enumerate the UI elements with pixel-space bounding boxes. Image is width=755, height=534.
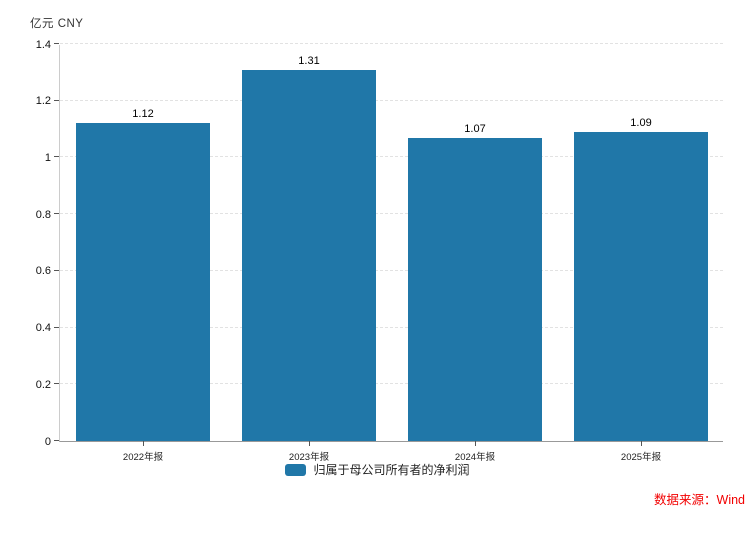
- y-axis-tick-mark: [54, 156, 59, 158]
- gridline: [60, 326, 723, 328]
- y-axis-tick-label: 0.4: [35, 322, 51, 335]
- x-axis-tick-label: 2023年报: [288, 452, 330, 463]
- y-axis-tick-mark: [54, 99, 59, 101]
- y-axis-unit-label: 亿元 CNY: [30, 18, 84, 30]
- legend-label: 归属于母公司所有者的净利润: [313, 463, 470, 477]
- y-axis-tick-mark: [54, 269, 59, 271]
- bar-value-label: 1.07: [464, 122, 486, 135]
- x-axis-tick-label: 2025年报: [620, 452, 662, 463]
- y-axis-tick-mark: [54, 43, 59, 44]
- bar-value-label: 1.12: [132, 108, 154, 121]
- bar-value-label: 1.09: [630, 116, 652, 129]
- data-source-label: 数据来源：Wind: [654, 493, 745, 507]
- x-axis-tick-label: 2024年报: [454, 452, 496, 463]
- bar-2024年报[interactable]: [408, 137, 542, 441]
- x-axis-tick-mark: [475, 441, 476, 446]
- y-axis-tick-label: 0.2: [35, 378, 51, 391]
- x-axis-tick-mark: [641, 441, 642, 446]
- gridline: [60, 213, 723, 215]
- y-axis-tick-mark: [54, 383, 59, 385]
- y-axis-tick-label: 1: [44, 151, 51, 164]
- y-axis-tick-label: 0.8: [35, 208, 51, 221]
- y-axis-tick-mark: [54, 213, 59, 215]
- legend[interactable]: 归属于母公司所有者的净利润: [0, 461, 755, 478]
- gridline: [60, 156, 723, 158]
- y-axis-tick-label: 0.6: [35, 265, 51, 278]
- bar-2023年报[interactable]: [242, 69, 376, 441]
- gridline: [60, 99, 723, 101]
- gridline: [60, 383, 723, 385]
- bar-2022年报[interactable]: [76, 123, 210, 441]
- y-axis-tick-mark: [54, 440, 59, 441]
- bar-2025年报[interactable]: [574, 131, 708, 441]
- x-axis-tick-label: 2022年报: [122, 452, 164, 463]
- x-axis-tick-mark: [309, 441, 310, 446]
- y-axis-tick-label: 0: [44, 435, 51, 448]
- y-axis-tick-label: 1.2: [35, 95, 51, 108]
- x-axis-tick-mark: [143, 441, 144, 446]
- legend-swatch-icon: [285, 463, 307, 476]
- y-axis-tick-mark: [54, 326, 59, 328]
- bar-value-label: 1.31: [298, 54, 320, 67]
- plot-area: 0 0.2 0.4 0.6 0.8 1 1.2 1.4 1.12 2022年报 1.31 2023年报…: [36, 39, 723, 463]
- gridline: [60, 43, 723, 44]
- y-axis-tick-label: 1.4: [35, 38, 51, 51]
- gridline: [60, 269, 723, 271]
